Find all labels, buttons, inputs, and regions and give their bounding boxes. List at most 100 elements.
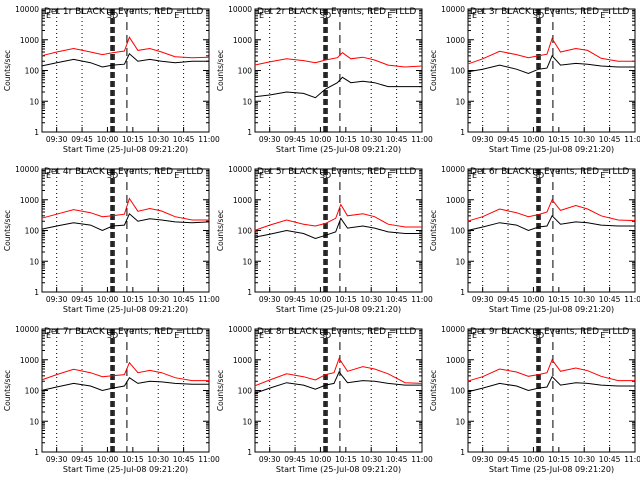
panel-title: Det 4r BLACK = Events, RED = LLD	[44, 167, 203, 177]
y-tick-label: 10000	[15, 5, 39, 14]
lld-rate-line	[254, 203, 422, 231]
x-tick-label: 10:30	[573, 455, 595, 464]
panel-title: Det 5r BLACK = Events, RED = LLD	[257, 167, 416, 177]
event-label-e-left: E	[472, 171, 477, 180]
panel-title: Det 8r BLACK = Events, RED = LLD	[257, 327, 416, 337]
x-tick-label: 11:00	[624, 295, 640, 304]
y-tick-label: 1	[460, 288, 465, 297]
x-tick-label: 10:00	[97, 455, 119, 464]
y-tick-label: 100	[451, 67, 466, 76]
y-tick-label: 100	[451, 387, 466, 396]
y-tick-label: 1000	[20, 356, 39, 365]
y-tick-label: 100	[238, 67, 253, 76]
lld-rate-line	[41, 197, 209, 221]
x-tick-label: 10:30	[147, 135, 169, 144]
events-rate-line	[254, 76, 422, 99]
x-axis-label: Start Time (25-Jul-08 09:21:20)	[63, 145, 188, 154]
x-tick-label: 10:00	[310, 135, 332, 144]
x-tick-label: 09:45	[71, 455, 93, 464]
x-tick-label: 09:45	[497, 295, 519, 304]
x-tick-label: 11:00	[411, 295, 433, 304]
lld-rate-line	[254, 357, 423, 387]
x-tick-label: 09:30	[259, 295, 281, 304]
x-tick-label: 10:45	[173, 295, 195, 304]
panel-2: Det 2r BLACK = Events, RED = LLD 1 10 100 10…	[216, 5, 433, 154]
y-tick-label: 1000	[233, 36, 252, 45]
x-axis-label: Start Time (25-Jul-08 09:21:20)	[63, 465, 188, 474]
x-tick-label: 10:00	[523, 455, 545, 464]
lld-rate-line	[254, 52, 423, 68]
y-tick-label: 10	[455, 257, 465, 266]
x-tick-label: 10:00	[97, 295, 119, 304]
event-label-sd: SD	[107, 171, 118, 180]
event-label-sd: SD	[320, 171, 331, 180]
panel-title: Det 1r BLACK = Events, RED = LLD	[44, 7, 203, 17]
y-tick-label: 1	[247, 288, 252, 297]
event-label-e: E	[387, 11, 392, 20]
lld-rate-line	[41, 361, 209, 382]
panel-3: Det 3r BLACK = Events, RED = LLD 1 10 100 10…	[429, 5, 640, 154]
event-label-e-left: E	[259, 171, 264, 180]
x-tick-label: 10:00	[97, 135, 119, 144]
panel-4: Det 4r BLACK = Events, RED = LLD 1 10 100 10…	[3, 165, 220, 314]
x-tick-label: 10:15	[335, 455, 357, 464]
y-tick-label: 1	[460, 448, 465, 457]
events-rate-line	[254, 371, 422, 394]
y-tick-label: 1000	[20, 196, 39, 205]
x-tick-label: 10:30	[147, 455, 169, 464]
panel-8: Det 8r BLACK = Events, RED = LLD 1 10 100 10…	[216, 325, 433, 474]
y-tick-label: 1000	[233, 196, 252, 205]
y-tick-label: 10	[29, 97, 39, 106]
x-axis-label: Start Time (25-Jul-08 09:21:20)	[276, 465, 401, 474]
y-tick-label: 1000	[446, 196, 465, 205]
x-tick-label: 10:15	[335, 135, 357, 144]
y-axis-label: Counts/sec	[429, 50, 438, 91]
event-label-sd: SD	[533, 171, 544, 180]
y-tick-label: 1000	[20, 36, 39, 45]
x-tick-label: 10:15	[122, 455, 144, 464]
y-axis-label: Counts/sec	[429, 370, 438, 411]
panel-title: Det 6r BLACK = Events, RED = LLD	[470, 167, 629, 177]
x-tick-label: 09:30	[46, 455, 68, 464]
x-tick-label: 11:00	[198, 455, 220, 464]
y-tick-label: 10000	[228, 165, 252, 174]
y-tick-label: 10000	[441, 325, 465, 334]
y-axis-label: Counts/sec	[216, 50, 225, 91]
event-label-e: E	[600, 171, 605, 180]
event-label-e: E	[600, 331, 605, 340]
x-tick-label: 11:00	[198, 295, 220, 304]
x-tick-label: 09:30	[46, 295, 68, 304]
events-rate-line	[467, 214, 635, 232]
y-axis-label: Counts/sec	[216, 370, 225, 411]
x-tick-label: 11:00	[198, 135, 220, 144]
event-label-e: E	[387, 171, 392, 180]
x-tick-label: 09:30	[46, 135, 68, 144]
event-label-e-left: E	[472, 331, 477, 340]
y-axis-label: Counts/sec	[3, 370, 12, 411]
x-tick-label: 10:15	[548, 135, 570, 144]
x-tick-label: 09:30	[259, 455, 281, 464]
y-tick-label: 100	[25, 67, 40, 76]
x-tick-label: 09:45	[497, 455, 519, 464]
x-tick-label: 09:30	[472, 295, 494, 304]
event-label-e-left: E	[472, 11, 477, 20]
x-tick-label: 11:00	[411, 135, 433, 144]
events-rate-line	[467, 375, 635, 393]
x-axis-label: Start Time (25-Jul-08 09:21:20)	[276, 145, 401, 154]
y-tick-label: 10	[242, 417, 252, 426]
y-tick-label: 10000	[441, 5, 465, 14]
panel-title: Det 2r BLACK = Events, RED = LLD	[257, 7, 416, 17]
x-tick-label: 09:45	[284, 135, 306, 144]
event-label-e-left: E	[46, 331, 51, 340]
panel-title: Det 9r BLACK = Events, RED = LLD	[470, 327, 629, 337]
x-tick-label: 09:45	[71, 135, 93, 144]
x-tick-label: 11:00	[624, 455, 640, 464]
x-tick-label: 11:00	[411, 455, 433, 464]
event-label-e: E	[387, 331, 392, 340]
y-tick-label: 10	[242, 97, 252, 106]
y-tick-label: 1	[34, 288, 39, 297]
x-tick-label: 10:45	[173, 455, 195, 464]
y-tick-label: 100	[238, 227, 253, 236]
x-tick-label: 10:00	[523, 135, 545, 144]
